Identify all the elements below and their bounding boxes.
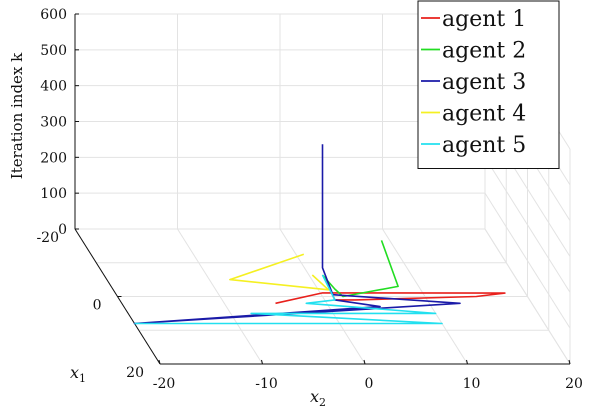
x2-tick-mark — [363, 359, 366, 365]
grid-layer — [74, 13, 571, 365]
x2-tick-label: 0 — [365, 376, 374, 392]
legend-label: agent 3 — [442, 70, 526, 95]
z-tick-label: 500 — [40, 43, 67, 59]
x1-tick-label: 0 — [93, 298, 102, 314]
x1-tick-label: 20 — [126, 365, 144, 381]
series-line-agent-4 — [229, 253, 330, 291]
x2-tick-label: 10 — [463, 376, 481, 392]
z-tick-label: 400 — [40, 79, 67, 95]
legend-label: agent 4 — [442, 102, 526, 127]
x2-axis-label: x2 — [310, 387, 326, 409]
z-axis-label: Iteration index k — [8, 52, 26, 179]
x2-tick-mark — [261, 359, 263, 365]
x2-tick-mark — [568, 359, 571, 365]
z-tick-label: 300 — [40, 115, 67, 131]
x2-tick-mark — [158, 359, 161, 365]
series-line-agent-5 — [134, 274, 443, 325]
x2-tick-mark — [466, 359, 468, 365]
legend: agent 1 agent 2 agent 3 agent 4 agent 5 — [417, 0, 560, 169]
legend-box — [417, 0, 560, 169]
series-line-agent-2 — [321, 240, 399, 298]
x1-axis-label: x1 — [70, 363, 86, 385]
legend-label: agent 2 — [442, 39, 526, 64]
z-tick-label: 0 — [58, 222, 67, 238]
legend-label: agent 1 — [442, 7, 526, 32]
legend-label: agent 5 — [442, 133, 526, 158]
z-tick-label: 100 — [40, 186, 67, 202]
series-lines — [133, 144, 506, 325]
x2-tick-label: -20 — [153, 376, 176, 392]
x1-tick-label: -20 — [36, 230, 59, 246]
x2-tick-label: -10 — [255, 376, 278, 392]
x2-tick-label: 20 — [565, 376, 583, 392]
series-line-agent-1 — [275, 278, 506, 305]
z-tick-label: 200 — [40, 150, 67, 166]
z-tick-label: 600 — [40, 7, 67, 23]
series-line-agent-3 — [133, 144, 461, 325]
